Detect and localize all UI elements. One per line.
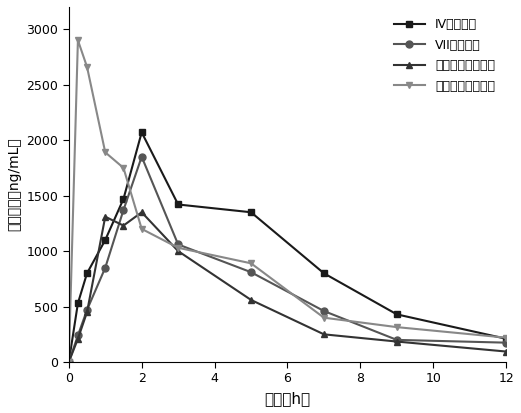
IV（口服） <box>248 210 254 215</box>
IV（口服） <box>102 237 108 242</box>
地西他滨（静注） <box>120 165 127 170</box>
IV（口服） <box>66 360 72 365</box>
VII（口服） <box>175 242 181 247</box>
IV（口服） <box>120 197 127 202</box>
地西他滨（静注） <box>84 64 90 69</box>
VII（口服） <box>139 154 145 159</box>
VII（口服） <box>84 307 90 312</box>
地西他滨（口服） <box>102 214 108 219</box>
IV（口服） <box>503 336 510 341</box>
VII（口服） <box>102 265 108 270</box>
IV（口服） <box>84 271 90 276</box>
IV（口服） <box>139 130 145 135</box>
地西他滨（静注） <box>394 325 400 330</box>
VII（口服） <box>321 309 327 313</box>
X-axis label: 时间（h）: 时间（h） <box>265 391 311 406</box>
地西他滨（静注） <box>503 335 510 340</box>
IV（口服） <box>321 271 327 276</box>
地西他滨（口服） <box>503 349 510 354</box>
Y-axis label: 血药浓度（ng/mL）: 血药浓度（ng/mL） <box>7 138 21 231</box>
Legend: IV（口服）, VII（口服）, 地西他滨（口服）, 地西他滨（静注）: IV（口服）, VII（口服）, 地西他滨（口服）, 地西他滨（静注） <box>389 13 500 98</box>
地西他滨（静注） <box>102 150 108 155</box>
IV（口服） <box>394 312 400 317</box>
地西他滨（口服） <box>66 360 72 365</box>
VII（口服） <box>75 333 81 338</box>
Line: VII（口服）: VII（口服） <box>65 153 510 366</box>
地西他滨（静注） <box>139 226 145 231</box>
地西他滨（口服） <box>321 332 327 337</box>
IV（口服） <box>75 301 81 306</box>
IV（口服） <box>175 202 181 207</box>
地西他滨（口服） <box>248 297 254 302</box>
Line: IV（口服）: IV（口服） <box>65 129 510 366</box>
地西他滨（口服） <box>175 249 181 254</box>
地西他滨（口服） <box>394 339 400 344</box>
地西他滨（静注） <box>321 315 327 320</box>
地西他滨（静注） <box>175 245 181 250</box>
VII（口服） <box>120 208 127 213</box>
地西他滨（口服） <box>120 223 127 228</box>
地西他滨（口服） <box>75 336 81 341</box>
地西他滨（静注） <box>75 38 81 43</box>
地西他滨（静注） <box>66 360 72 365</box>
VII（口服） <box>394 337 400 342</box>
VII（口服） <box>248 270 254 275</box>
地西他滨（口服） <box>139 210 145 215</box>
VII（口服） <box>66 360 72 365</box>
Line: 地西他滨（静注）: 地西他滨（静注） <box>65 37 510 366</box>
地西他滨（静注） <box>248 261 254 266</box>
VII（口服） <box>503 340 510 345</box>
地西他滨（口服） <box>84 310 90 315</box>
Line: 地西他滨（口服）: 地西他滨（口服） <box>65 209 510 366</box>
